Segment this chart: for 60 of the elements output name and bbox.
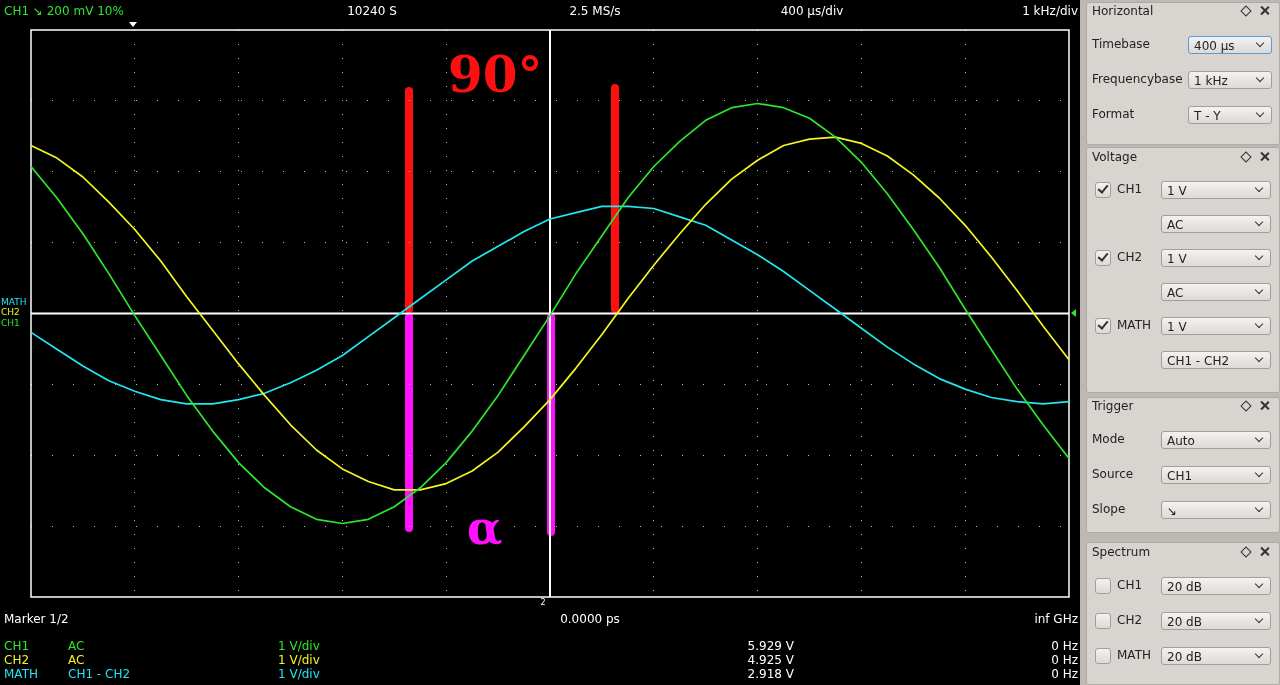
text: CH2 xyxy=(1,306,20,317)
text: AC xyxy=(68,639,85,653)
text: Format xyxy=(1092,107,1135,121)
text: 1 V/div xyxy=(278,639,320,653)
dropdown: 1 V xyxy=(1161,181,1271,199)
text: 400 µs/div xyxy=(780,4,844,18)
text: CH2 xyxy=(4,653,30,667)
text: 1 kHz/div xyxy=(1022,4,1078,18)
text: CH1 - CH2 xyxy=(68,667,131,681)
dropdown: 1 V xyxy=(1161,249,1271,267)
text: Slope xyxy=(1092,502,1126,516)
dropdown: 1 kHz xyxy=(1188,71,1272,89)
text: Voltage xyxy=(1092,150,1138,164)
text: CH1 ↘ 200 mV 10% xyxy=(4,4,124,18)
dropdown: 20 dB xyxy=(1161,577,1271,595)
annotation: 90° xyxy=(448,45,543,104)
text: MATH xyxy=(1117,648,1151,662)
dropdown: T - Y xyxy=(1188,106,1272,124)
text: Marker 1/2 xyxy=(4,612,69,626)
text: CH1 xyxy=(4,639,30,653)
text: MATH xyxy=(1,296,27,307)
text: 2.5 MS/s xyxy=(569,4,621,18)
text: 0 Hz xyxy=(1051,653,1078,667)
text: CH1 xyxy=(1117,182,1143,196)
text: AC xyxy=(68,653,85,667)
text: Trigger xyxy=(1092,399,1134,413)
dropdown: CH1 - CH2 xyxy=(1161,351,1271,369)
text: CH2 xyxy=(1117,613,1143,627)
text: CH1 xyxy=(1,317,20,328)
text: Frequencybase xyxy=(1092,72,1183,86)
text: 1 V/div xyxy=(278,667,320,681)
text: Spectrum xyxy=(1092,545,1151,559)
dropdown: ↘ xyxy=(1161,501,1271,519)
dropdown: 1 V xyxy=(1161,317,1271,335)
text: 0 Hz xyxy=(1051,667,1078,681)
text: Mode xyxy=(1092,432,1125,446)
text: 2.918 V xyxy=(747,667,794,681)
dropdown: Auto xyxy=(1161,431,1271,449)
dropdown: 20 dB xyxy=(1161,647,1271,665)
annotation: α xyxy=(467,501,503,555)
text: MATH xyxy=(1117,318,1151,332)
text: 0 Hz xyxy=(1051,639,1078,653)
text: Source xyxy=(1092,467,1134,481)
dropdown: 400 µs xyxy=(1188,36,1272,54)
text: CH1 xyxy=(1117,578,1143,592)
dropdown: CH1 xyxy=(1161,466,1271,484)
text: Timebase xyxy=(1092,37,1150,51)
text: CH2 xyxy=(1117,250,1143,264)
text: 2 xyxy=(540,598,546,607)
dropdown: AC xyxy=(1161,215,1271,233)
text: 10240 S xyxy=(347,4,397,18)
dropdown: AC xyxy=(1161,283,1271,301)
text: 0.0000 ps xyxy=(560,612,620,626)
text: MATH xyxy=(4,667,38,681)
text: Horizontal xyxy=(1092,4,1154,18)
text: 5.929 V xyxy=(747,639,794,653)
text: inf GHz xyxy=(1034,612,1078,626)
dropdown: 20 dB xyxy=(1161,612,1271,630)
text: 4.925 V xyxy=(747,653,794,667)
text: 1 V/div xyxy=(278,653,320,667)
